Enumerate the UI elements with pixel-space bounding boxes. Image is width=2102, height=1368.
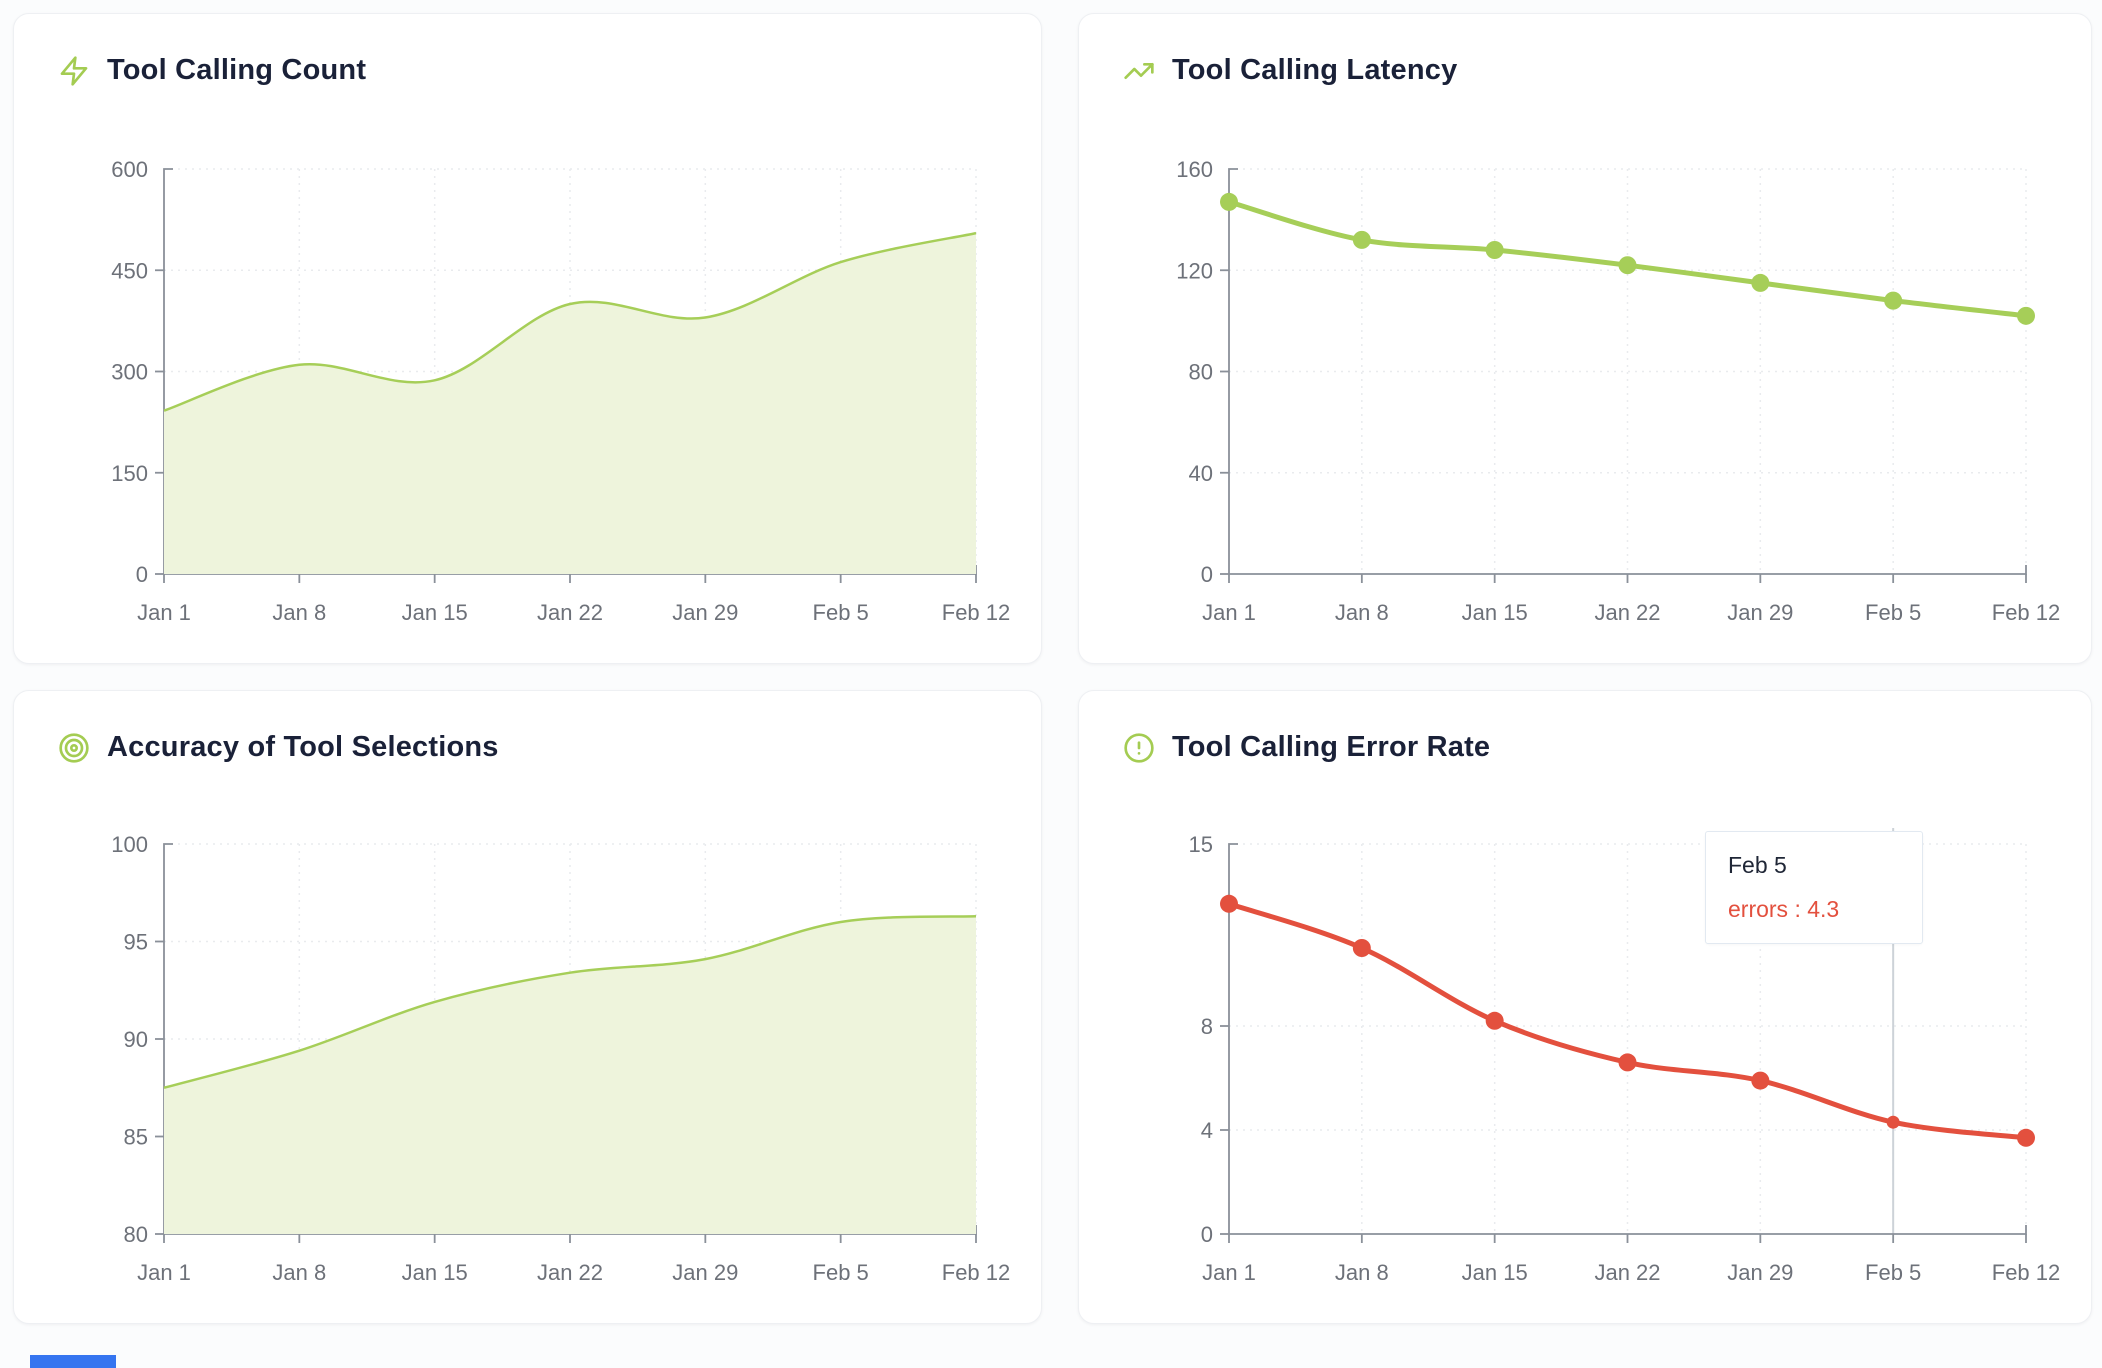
svg-text:Jan 8: Jan 8	[1335, 600, 1389, 625]
svg-text:Jan 15: Jan 15	[1462, 1260, 1528, 1285]
svg-text:Jan 22: Jan 22	[537, 1260, 603, 1285]
target-icon	[59, 732, 89, 763]
svg-text:Jan 1: Jan 1	[1202, 600, 1256, 625]
svg-text:Jan 1: Jan 1	[1202, 1260, 1256, 1285]
chart-title: Tool Calling Latency	[1172, 54, 1458, 86]
svg-text:Feb 5: Feb 5	[813, 1260, 869, 1285]
svg-text:0: 0	[1201, 562, 1213, 587]
tool-calling-latency-card: Tool Calling Latency 0 40 80 120 160 Jan 1 Jan…	[1078, 13, 2092, 664]
card-header: Accuracy of Tool Selections	[14, 691, 1041, 764]
svg-text:Feb 5: Feb 5	[813, 600, 869, 625]
svg-text:Feb 12: Feb 12	[942, 600, 1011, 625]
svg-text:15: 15	[1189, 832, 1213, 857]
svg-text:Jan 22: Jan 22	[537, 600, 603, 625]
card-header: Tool Calling Latency	[1079, 14, 2091, 87]
svg-text:80: 80	[1189, 360, 1213, 385]
svg-text:85: 85	[124, 1125, 148, 1150]
svg-text:8: 8	[1201, 1014, 1213, 1039]
accuracy-of-tool-selections-chart[interactable]: 80 85 90 95 100 Jan 1 Jan 8 Jan 15 Jan 22 Jan 29 F…	[14, 809, 1041, 1309]
svg-text:95: 95	[124, 930, 148, 955]
chart-tooltip: Feb 5 errors : 4.3	[1705, 831, 1923, 944]
svg-text:Feb 5: Feb 5	[1865, 1260, 1921, 1285]
svg-text:Jan 29: Jan 29	[1727, 1260, 1793, 1285]
bottom-edge-blue-bar	[30, 1355, 116, 1368]
tool-calling-count-card: Tool Calling Count 0 150 300 450 600 Jan 1 Jan…	[13, 13, 1042, 664]
svg-text:Jan 29: Jan 29	[672, 600, 738, 625]
svg-text:150: 150	[111, 461, 148, 486]
tool-calling-count-chart[interactable]: 0 150 300 450 600 Jan 1 Jan 8 Jan 15 Jan 22 Jan 2…	[14, 134, 1041, 649]
svg-text:Jan 8: Jan 8	[1335, 1260, 1389, 1285]
svg-text:120: 120	[1176, 258, 1213, 283]
svg-text:80: 80	[124, 1222, 148, 1247]
svg-text:450: 450	[111, 258, 148, 283]
tool-calling-latency-chart[interactable]: 0 40 80 120 160 Jan 1 Jan 8 Jan 15 Jan 22 Jan 29 F…	[1079, 134, 2091, 649]
svg-text:160: 160	[1176, 157, 1213, 182]
svg-text:Jan 1: Jan 1	[137, 600, 191, 625]
tooltip-date: Feb 5	[1728, 852, 1787, 878]
svg-text:Jan 15: Jan 15	[402, 1260, 468, 1285]
card-header: Tool Calling Count	[14, 14, 1041, 87]
svg-text:Jan 15: Jan 15	[402, 600, 468, 625]
svg-text:4: 4	[1201, 1118, 1213, 1143]
card-header: Tool Calling Error Rate	[1079, 691, 2091, 764]
svg-text:Jan 8: Jan 8	[272, 600, 326, 625]
svg-text:Jan 8: Jan 8	[272, 1260, 326, 1285]
trending-up-icon	[1124, 62, 1154, 79]
svg-text:Jan 29: Jan 29	[1727, 600, 1793, 625]
tool-calling-error-rate-card: Tool Calling Error Rate 0 4 8 15 Jan 1 Jan 8 J…	[1078, 690, 2092, 1324]
svg-text:90: 90	[124, 1027, 148, 1052]
svg-text:Feb 12: Feb 12	[1992, 600, 2061, 625]
svg-text:Jan 15: Jan 15	[1462, 600, 1528, 625]
zap-icon	[60, 55, 88, 86]
svg-text:Jan 22: Jan 22	[1594, 1260, 1660, 1285]
svg-text:Feb 12: Feb 12	[1992, 1260, 2061, 1285]
alert-circle-icon	[1124, 732, 1154, 763]
svg-text:Feb 12: Feb 12	[942, 1260, 1011, 1285]
svg-text:0: 0	[136, 562, 148, 587]
svg-text:Jan 22: Jan 22	[1594, 600, 1660, 625]
tooltip-value: errors : 4.3	[1728, 896, 1840, 922]
svg-text:0: 0	[1201, 1222, 1213, 1247]
svg-text:300: 300	[111, 360, 148, 385]
svg-text:40: 40	[1189, 461, 1213, 486]
chart-title: Accuracy of Tool Selections	[107, 731, 499, 763]
svg-text:Jan 29: Jan 29	[672, 1260, 738, 1285]
svg-text:100: 100	[111, 832, 148, 857]
chart-title: Tool Calling Error Rate	[1172, 731, 1491, 763]
svg-text:Feb 5: Feb 5	[1865, 600, 1921, 625]
svg-text:Jan 1: Jan 1	[137, 1260, 191, 1285]
chart-title: Tool Calling Count	[107, 54, 367, 86]
accuracy-of-tool-selections-card: Accuracy of Tool Selections 80 85 90 95 100 J…	[13, 690, 1042, 1324]
svg-text:600: 600	[111, 157, 148, 182]
